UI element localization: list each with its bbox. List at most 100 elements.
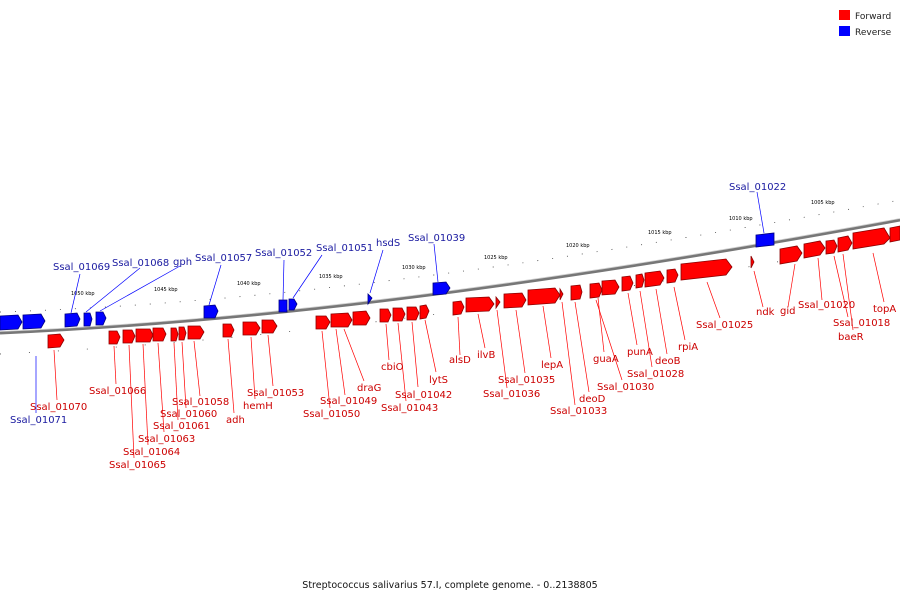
label-ssal-01042: Ssal_01042 — [395, 390, 452, 401]
reverse-gene-gph[interactable] — [95, 311, 107, 326]
label-ssal-01043: Ssal_01043 — [381, 403, 438, 414]
forward-gene-ssal-01065[interactable] — [122, 329, 136, 344]
forward-gene-ssal-01060[interactable] — [178, 326, 187, 341]
label-ndk: ndk — [756, 307, 775, 318]
forward-gene-ssal-01061[interactable] — [170, 327, 179, 342]
scale-labels: 1005 kbp 1010 kbp 1015 kbp 1020 kbp 1025… — [71, 200, 835, 297]
forward-gene-ssal-01036[interactable] — [495, 295, 501, 310]
label-ssal-01020: Ssal_01020 — [798, 300, 855, 311]
reverse-gene-hsds[interactable] — [367, 293, 373, 306]
forward-gene-ssal-01020b[interactable] — [825, 239, 838, 255]
forward-gene-ssal-01043[interactable] — [392, 307, 406, 322]
forward-gene-drag[interactable] — [352, 310, 371, 326]
label-ssal-01025: Ssal_01025 — [696, 320, 753, 331]
reverse-gene-ssal-01071[interactable] — [0, 314, 23, 331]
legend: Forward Reverse — [839, 10, 892, 38]
scale-track — [0, 199, 900, 313]
label-topa: topA — [873, 304, 896, 315]
forward-gene-ssal-01042[interactable] — [406, 306, 420, 321]
leader-lines — [35, 191, 885, 459]
reverse-gene-ssal-01069[interactable] — [64, 312, 81, 328]
forward-gene-rpia[interactable] — [666, 268, 679, 284]
scale-label-1040: 1040 kbp — [237, 281, 261, 287]
label-ssal-01033: Ssal_01033 — [550, 406, 607, 417]
reverse-gene-ssal-01051[interactable] — [288, 298, 298, 311]
reverse-gene-ssal-01057[interactable] — [203, 304, 219, 319]
forward-gene-guaa[interactable] — [601, 279, 620, 296]
forward-gene-alsd[interactable] — [452, 300, 465, 316]
reverse-gene-ssal-01071b[interactable] — [22, 313, 46, 330]
forward-gene-ssal-01033[interactable] — [559, 287, 564, 301]
forward-gene-topa[interactable] — [852, 227, 891, 250]
forward-gene-deod[interactable] — [570, 284, 583, 301]
reverse-gene-ssal-01022[interactable] — [755, 232, 775, 248]
genome-caption: Streptococcus salivarius 57.I, complete … — [302, 580, 597, 591]
legend-swatch-forward — [839, 10, 850, 20]
legend-label-forward: Forward — [855, 12, 891, 22]
forward-gene-ilvb[interactable] — [465, 296, 495, 313]
label-ssal-01028: Ssal_01028 — [627, 369, 684, 380]
label-ssal-01049: Ssal_01049 — [320, 396, 377, 407]
reverse-genes — [0, 232, 775, 331]
forward-gene-ssal-01018[interactable] — [889, 225, 900, 243]
forward-gene-ssal-01053[interactable] — [261, 319, 278, 334]
label-ssal-01057: Ssal_01057 — [195, 253, 252, 264]
forward-gene-lyts[interactable] — [419, 304, 430, 320]
forward-gene-ndk[interactable] — [750, 255, 755, 269]
forward-gene-ssal-01030[interactable] — [589, 282, 603, 299]
forward-gene-ssal-01049[interactable] — [330, 312, 353, 328]
forward-gene-lepa[interactable] — [527, 287, 561, 306]
forward-gene-ssal-01035[interactable] — [503, 292, 527, 309]
label-gph: gph — [173, 257, 192, 268]
label-ssal-01018: Ssal_01018 — [833, 318, 890, 329]
label-ssal-01036: Ssal_01036 — [483, 389, 540, 400]
label-ssal-01066: Ssal_01066 — [89, 386, 146, 397]
label-baer: baeR — [838, 332, 864, 343]
forward-gene-adh[interactable] — [222, 323, 235, 338]
label-adh: adh — [226, 415, 245, 426]
label-ssal-01068: Ssal_01068 — [112, 258, 169, 269]
label-ssal-01039: Ssal_01039 — [408, 233, 465, 244]
reverse-gene-ssal-01052[interactable] — [278, 299, 288, 313]
scale-label-1015: 1015 kbp — [648, 230, 672, 236]
label-ilvb: ilvB — [477, 350, 495, 361]
label-ssal-01065: Ssal_01065 — [109, 460, 166, 471]
label-ssal-01053: Ssal_01053 — [247, 388, 304, 399]
label-ssal-01030: Ssal_01030 — [597, 382, 654, 393]
forward-gene-ssal-01064[interactable] — [135, 328, 154, 343]
label-rpia: rpiA — [678, 342, 698, 353]
label-cbio: cbiO — [381, 362, 404, 373]
forward-gene-puna[interactable] — [621, 275, 634, 292]
forward-gene-deob[interactable] — [644, 270, 665, 288]
forward-gene-ssal-01025[interactable] — [680, 258, 733, 281]
label-ssal-01061: Ssal_01061 — [153, 421, 210, 432]
label-ssal-01050: Ssal_01050 — [303, 409, 360, 420]
label-lepa: lepA — [541, 360, 563, 371]
forward-genes — [47, 225, 900, 349]
forward-gene-baer[interactable] — [837, 235, 853, 253]
forward-gene-ssal-01070[interactable] — [47, 333, 65, 349]
forward-gene-ssal-01020[interactable] — [803, 240, 826, 259]
forward-gene-gid[interactable] — [779, 245, 803, 265]
label-puna: punA — [627, 347, 653, 358]
label-alsd: alsD — [449, 355, 471, 366]
reverse-gene-ssal-01039[interactable] — [432, 281, 451, 296]
forward-gene-cbio[interactable] — [379, 308, 392, 323]
label-drag: draG — [357, 383, 381, 394]
label-ssal-01035: Ssal_01035 — [498, 375, 555, 386]
scale-label-1025: 1025 kbp — [484, 255, 508, 261]
label-ssal-01063: Ssal_01063 — [138, 434, 195, 445]
label-gid: gid — [780, 306, 795, 317]
label-ssal-01071: Ssal_01071 — [10, 415, 67, 426]
reverse-gene-ssal-01068[interactable] — [83, 312, 93, 327]
scale-label-1020: 1020 kbp — [566, 243, 590, 249]
scale-label-1010: 1010 kbp — [729, 216, 753, 222]
forward-gene-ssal-01066[interactable] — [108, 330, 121, 345]
forward-gene-ssal-01063[interactable] — [152, 327, 167, 342]
forward-gene-hemh[interactable] — [242, 321, 261, 336]
forward-gene-ssal-01050[interactable] — [315, 315, 331, 330]
label-guaa: guaA — [593, 354, 619, 365]
label-deod: deoD — [579, 394, 606, 405]
forward-gene-ssal-01028[interactable] — [635, 273, 645, 289]
forward-gene-ssal-01058[interactable] — [187, 325, 205, 340]
